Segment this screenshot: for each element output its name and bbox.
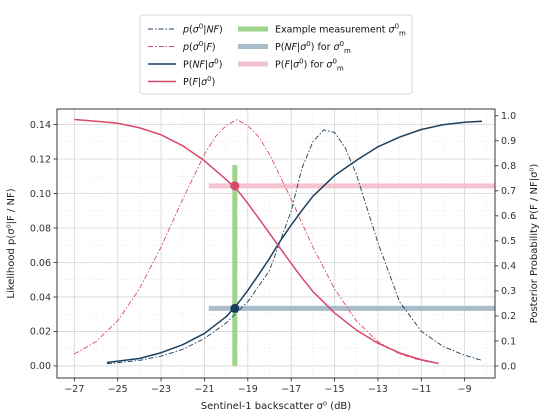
y-left-tick-label-3: 0.06 — [30, 258, 51, 269]
y-left-tick-label-5: 0.10 — [30, 189, 51, 200]
x-tick-label-5: −17 — [281, 384, 301, 395]
x-tick-label-3: −21 — [194, 384, 214, 395]
y-right-tick-label-8: 0.8 — [501, 161, 516, 172]
series-line-2 — [106, 120, 483, 364]
y-right-tick-label-2: 0.2 — [501, 311, 516, 322]
x-tick-label-1: −25 — [108, 384, 128, 395]
y-left-tick-label-0: 0.00 — [30, 361, 51, 372]
plot-frame — [56, 108, 496, 379]
x-axis-label: Sentinel-1 backscatter σ⁰ (dB) — [201, 401, 351, 412]
series-line-3 — [74, 118, 439, 365]
legend-label-4: Example measurement σ0m — [275, 23, 406, 38]
y-left-tick-label-7: 0.14 — [30, 120, 51, 131]
legend-label-0: p(σ0|NF) — [182, 23, 223, 36]
y-right-tick-label-10: 1.0 — [501, 111, 516, 122]
series-layer — [74, 118, 483, 365]
legend-label-5: P(NF|σ0) for σ0m — [275, 40, 351, 55]
marker-layer — [230, 181, 240, 313]
y-right-tick-label-4: 0.4 — [501, 261, 516, 272]
x-tick-label-0: −27 — [64, 384, 84, 395]
y-right-tick-label-5: 0.5 — [501, 236, 516, 247]
series-line-0 — [106, 129, 483, 365]
band-layer — [208, 165, 495, 366]
legend-label-2: P(NF|σ0) — [183, 58, 222, 71]
x-tick-label-9: −9 — [458, 384, 472, 395]
x-tick-label-6: −15 — [325, 384, 345, 395]
posterior-point-0 — [230, 303, 240, 313]
y-right-tick-label-1: 0.1 — [501, 336, 516, 347]
x-tick-label-7: −13 — [368, 384, 388, 395]
axes-layer: −27 −25 −23 −21 −19 −17 −15 −13 −11 −9 0.00 0.02 0.0… — [6, 108, 540, 412]
series-line-1 — [74, 119, 433, 363]
y-left-axis-label: Likelihood p(σ⁰|F / NF) — [6, 188, 17, 298]
legend-label-3: P(F|σ0) — [183, 75, 215, 88]
y-left-tick-label-4: 0.08 — [30, 223, 51, 234]
y-right-tick-label-6: 0.6 — [501, 211, 516, 222]
x-tick-label-4: −19 — [238, 384, 258, 395]
x-tick-label-8: −11 — [411, 384, 431, 395]
y-right-axis-label: Posterior Probability P(F / NF|σ⁰) — [529, 164, 540, 324]
x-tick-label-2: −23 — [151, 384, 171, 395]
legend-label-1: p(σ0|F) — [182, 40, 216, 53]
y-right-tick-label-9: 0.9 — [501, 136, 516, 147]
y-left-tick-label-1: 0.02 — [30, 327, 51, 338]
y-left-tick-label-6: 0.12 — [30, 154, 51, 165]
legend-label-6: P(F|σ0) for σ0m — [275, 58, 344, 73]
posterior-point-1 — [230, 181, 240, 191]
y-right-tick-label-0: 0.0 — [501, 361, 516, 372]
y-right-tick-label-3: 0.3 — [501, 286, 516, 297]
y-right-tick-label-7: 0.7 — [501, 186, 516, 197]
legend-box — [139, 14, 413, 95]
legend: p(σ0|NF) p(σ0|F) P(NF|σ0) P(F|σ0) Example me… — [139, 14, 413, 95]
y-left-tick-label-2: 0.04 — [30, 292, 51, 303]
